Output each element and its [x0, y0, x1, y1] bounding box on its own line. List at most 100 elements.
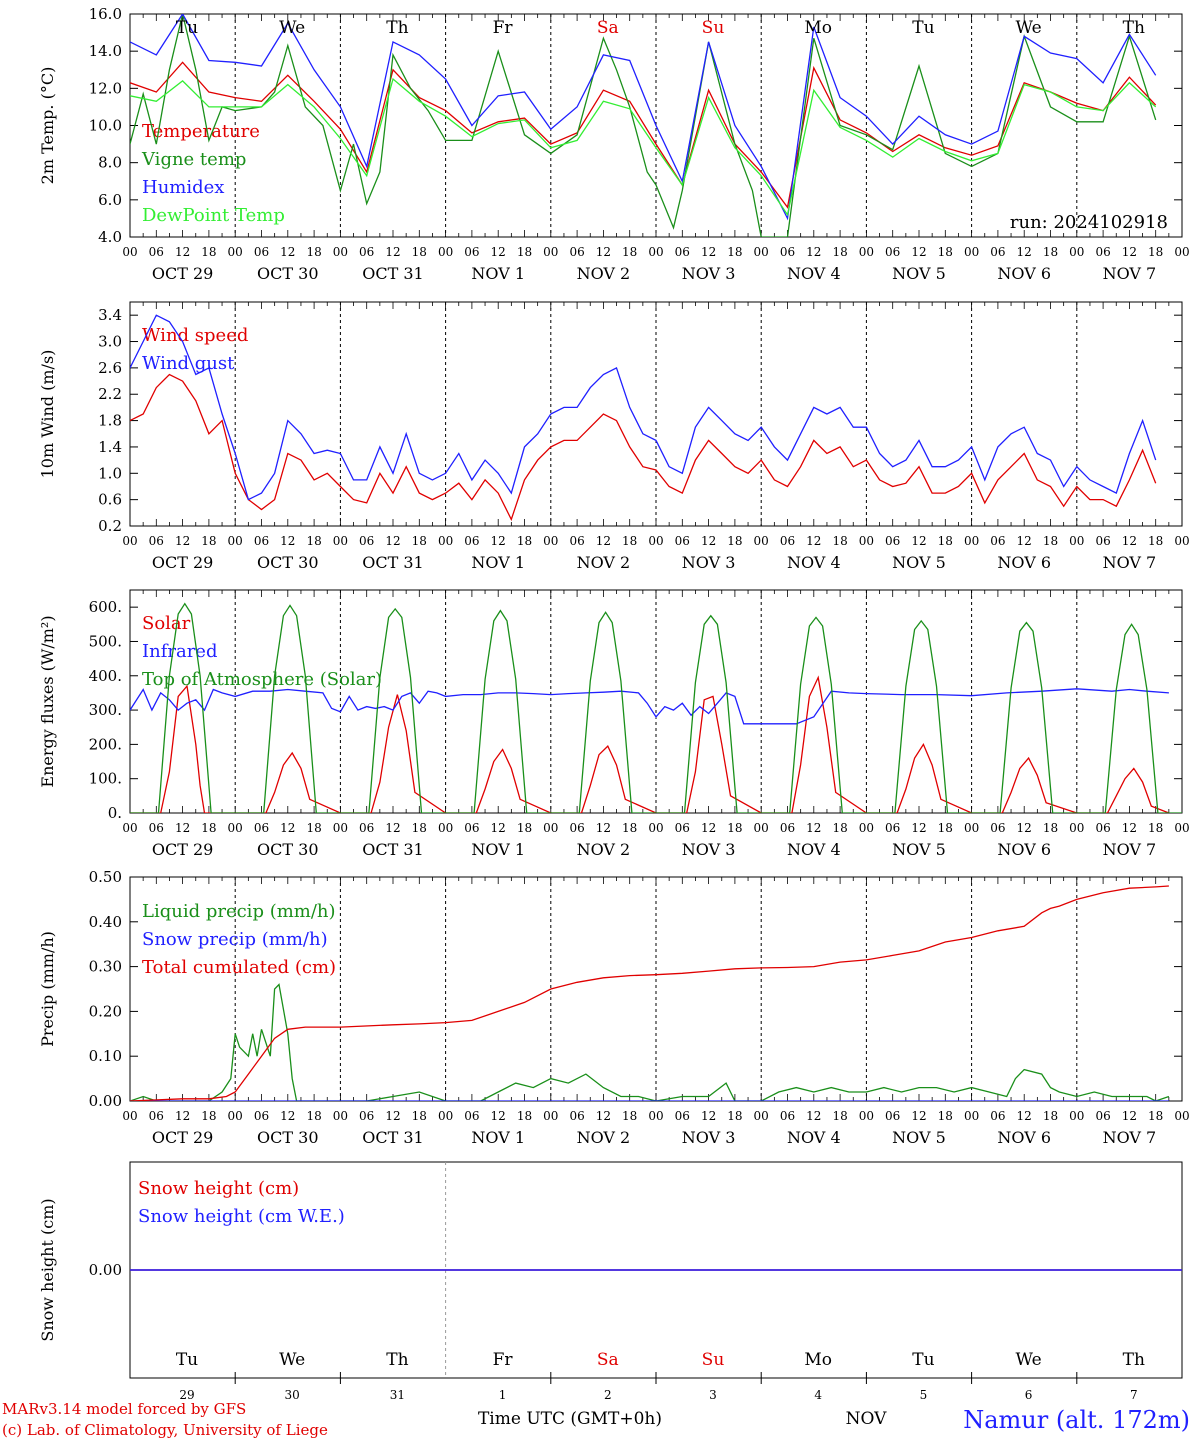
y-tick-label: 14.0 [89, 42, 122, 60]
x-tick-label: 18 [1148, 821, 1163, 835]
x-tick-label: 12 [385, 245, 400, 259]
x-tick-label: 18 [201, 534, 216, 548]
x-tick-label: 12 [1017, 245, 1032, 259]
x-tick-label: 18 [832, 821, 847, 835]
legend-entry: Liquid precip (mm/h) [142, 901, 336, 922]
x-tick-label: 06 [464, 245, 479, 259]
x-tick-label: 06 [569, 245, 584, 259]
x-tick-label: 00 [333, 534, 348, 548]
x-tick-label: 12 [1122, 1109, 1137, 1123]
legend-entry: Top of Atmosphere (Solar) [142, 669, 382, 690]
date-label: OCT 29 [152, 1128, 213, 1147]
x-tick-label: 06 [254, 534, 269, 548]
station-label: Namur (alt. 172m) [963, 1406, 1190, 1434]
legend-entry: Humidex [142, 177, 224, 198]
x-tick-label: 18 [1148, 534, 1163, 548]
x-tick-label: 06 [1095, 534, 1110, 548]
x-tick-label: 12 [1122, 534, 1137, 548]
weekday-label: Mo [804, 1350, 832, 1370]
series-line-liquid-precip-mm-h- [130, 983, 1170, 1101]
x-tick-label: 12 [911, 245, 926, 259]
x-tick-label: 00 [228, 245, 243, 259]
x-tick-label: 00 [648, 534, 663, 548]
x-tick-label: 18 [1043, 245, 1058, 259]
x-tick-label: 12 [596, 1109, 611, 1123]
y-tick-label: 0.20 [89, 1002, 122, 1020]
date-label: NOV 1 [471, 264, 525, 283]
series-line-top-of-atmosphere-solar- [130, 602, 1182, 813]
x-tick-label: 18 [517, 1109, 532, 1123]
y-axis-label: Snow height (cm) [38, 1198, 57, 1341]
x-tick-label: 06 [254, 1109, 269, 1123]
x-tick-label: 18 [1043, 821, 1058, 835]
x-tick-label: 00 [122, 1109, 137, 1123]
date-label: NOV 1 [471, 1128, 525, 1147]
y-tick-label: 500. [89, 632, 122, 650]
date-label: NOV 3 [682, 264, 736, 283]
x-tick-label: 18 [622, 245, 637, 259]
x-tick-label: 06 [990, 821, 1005, 835]
x-tick-label: 18 [832, 534, 847, 548]
weekday-label: We [1016, 1350, 1042, 1370]
legend-entry: Snow height (cm W.E.) [138, 1206, 345, 1227]
date-label: NOV 2 [577, 553, 631, 572]
x-tick-label: 06 [1095, 245, 1110, 259]
x-tick-label: 06 [464, 534, 479, 548]
x-tick-label: 12 [175, 1109, 190, 1123]
x-tick-label: 06 [780, 1109, 795, 1123]
y-tick-label: 0.50 [89, 868, 122, 886]
date-label: NOV 2 [577, 1128, 631, 1147]
date-label: NOV 7 [1103, 553, 1157, 572]
x-tick-label: 12 [1017, 821, 1032, 835]
x-tick-label: 18 [938, 1109, 953, 1123]
x-tick-label: 06 [885, 245, 900, 259]
date-label: OCT 31 [362, 264, 423, 283]
date-label: OCT 30 [257, 264, 318, 283]
x-tick-label: 06 [675, 245, 690, 259]
date-label: NOV 4 [787, 553, 841, 572]
x-tick-label: 06 [254, 821, 269, 835]
x-tick-label: 00 [964, 1109, 979, 1123]
x-tick-label: 18 [938, 245, 953, 259]
panel-2: 00 06 12 18 00 06 12 18 00 06 12 18 00 06 12 18 00 06 12 18… [38, 301, 1190, 572]
weekday-label: Th [1123, 1350, 1145, 1370]
x-tick-label: 00 [1069, 821, 1084, 835]
x-tick-label: 00 [648, 1109, 663, 1123]
weekday-label: Su [702, 1350, 725, 1370]
date-label: OCT 30 [257, 840, 318, 859]
day-number-label: 7 [1130, 1388, 1138, 1402]
weekday-label: Fr [493, 18, 514, 38]
x-tick-label: 12 [596, 245, 611, 259]
panel-3: 00 06 12 18 00 06 12 18 00 06 12 18 00 06 12 18 00 06 12 18… [38, 589, 1190, 859]
y-tick-label: 4.0 [98, 228, 122, 246]
x-tick-label: 06 [359, 534, 374, 548]
x-tick-label: 12 [701, 534, 716, 548]
x-tick-label: 06 [359, 821, 374, 835]
x-tick-label: 18 [306, 534, 321, 548]
date-label: NOV 5 [892, 1128, 946, 1147]
day-number-label: 29 [179, 1388, 194, 1402]
x-tick-label: 06 [149, 821, 164, 835]
x-tick-label: 12 [491, 245, 506, 259]
x-tick-label: 00 [859, 821, 874, 835]
weekday-label: We [1016, 18, 1042, 38]
weekday-label: Th [386, 18, 408, 38]
x-tick-label: 12 [491, 821, 506, 835]
x-tick-label: 00 [1069, 245, 1084, 259]
date-label: NOV 6 [997, 840, 1051, 859]
x-tick-label: 12 [806, 534, 821, 548]
x-tick-label: 18 [832, 1109, 847, 1123]
x-tick-label: 12 [385, 1109, 400, 1123]
x-tick-label: 00 [1174, 821, 1189, 835]
y-tick-label: 300. [89, 701, 122, 719]
plot-frame [129, 589, 1183, 814]
x-tick-label: 00 [228, 821, 243, 835]
x-tick-label: 18 [832, 245, 847, 259]
series-line-humidex [130, 14, 1157, 221]
date-label: NOV 5 [892, 264, 946, 283]
x-tick-label: 06 [254, 245, 269, 259]
day-number-label: 31 [390, 1388, 405, 1402]
weekday-label: Th [1123, 18, 1145, 38]
day-number-label: 5 [920, 1388, 928, 1402]
x-tick-label: 12 [701, 1109, 716, 1123]
